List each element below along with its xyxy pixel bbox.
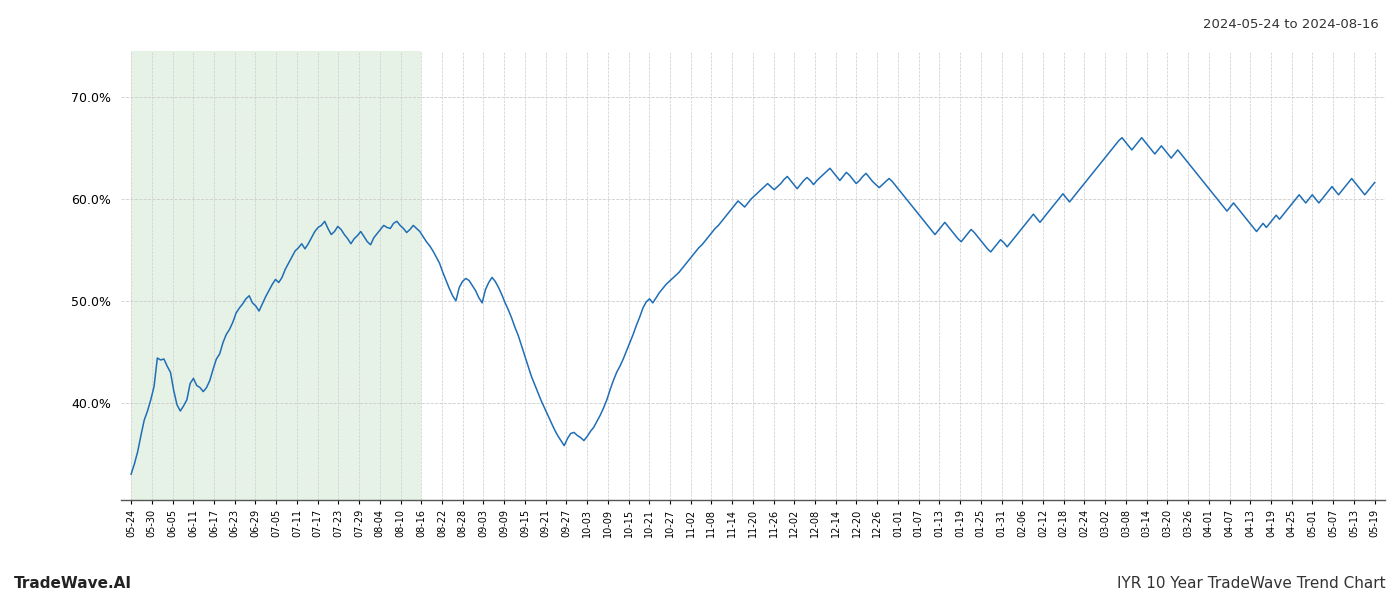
Text: 2024-05-24 to 2024-08-16: 2024-05-24 to 2024-08-16 — [1203, 18, 1379, 31]
Text: IYR 10 Year TradeWave Trend Chart: IYR 10 Year TradeWave Trend Chart — [1117, 576, 1386, 591]
Text: TradeWave.AI: TradeWave.AI — [14, 576, 132, 591]
Bar — [132, 51, 421, 500]
